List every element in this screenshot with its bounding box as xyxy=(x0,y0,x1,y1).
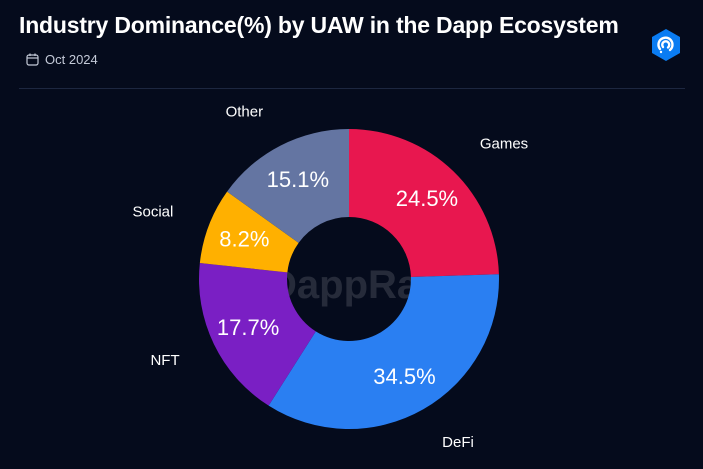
header-divider xyxy=(19,88,685,89)
calendar-icon xyxy=(26,53,39,66)
value-label-defi: 34.5% xyxy=(373,364,435,389)
category-label-nft: NFT xyxy=(150,352,179,369)
category-label-other: Other xyxy=(226,103,264,120)
chart-title: Industry Dominance(%) by UAW in the Dapp… xyxy=(19,12,619,38)
value-label-social: 8.2% xyxy=(219,227,269,252)
slice-games[interactable] xyxy=(349,129,499,278)
date-row: Oct 2024 xyxy=(26,52,98,67)
dappradar-logo-icon[interactable] xyxy=(649,28,683,62)
category-label-social: Social xyxy=(132,203,173,220)
value-label-other: 15.1% xyxy=(267,167,329,192)
slice-other[interactable] xyxy=(227,129,349,243)
slice-defi[interactable] xyxy=(268,274,499,430)
value-label-nft: 17.7% xyxy=(217,315,279,340)
category-label-games: Games xyxy=(480,135,528,152)
slice-social[interactable] xyxy=(199,191,299,273)
category-label-defi: DeFi xyxy=(442,434,474,451)
date-label: Oct 2024 xyxy=(45,52,98,67)
value-label-games: 24.5% xyxy=(396,186,458,211)
slice-nft[interactable] xyxy=(199,263,316,406)
